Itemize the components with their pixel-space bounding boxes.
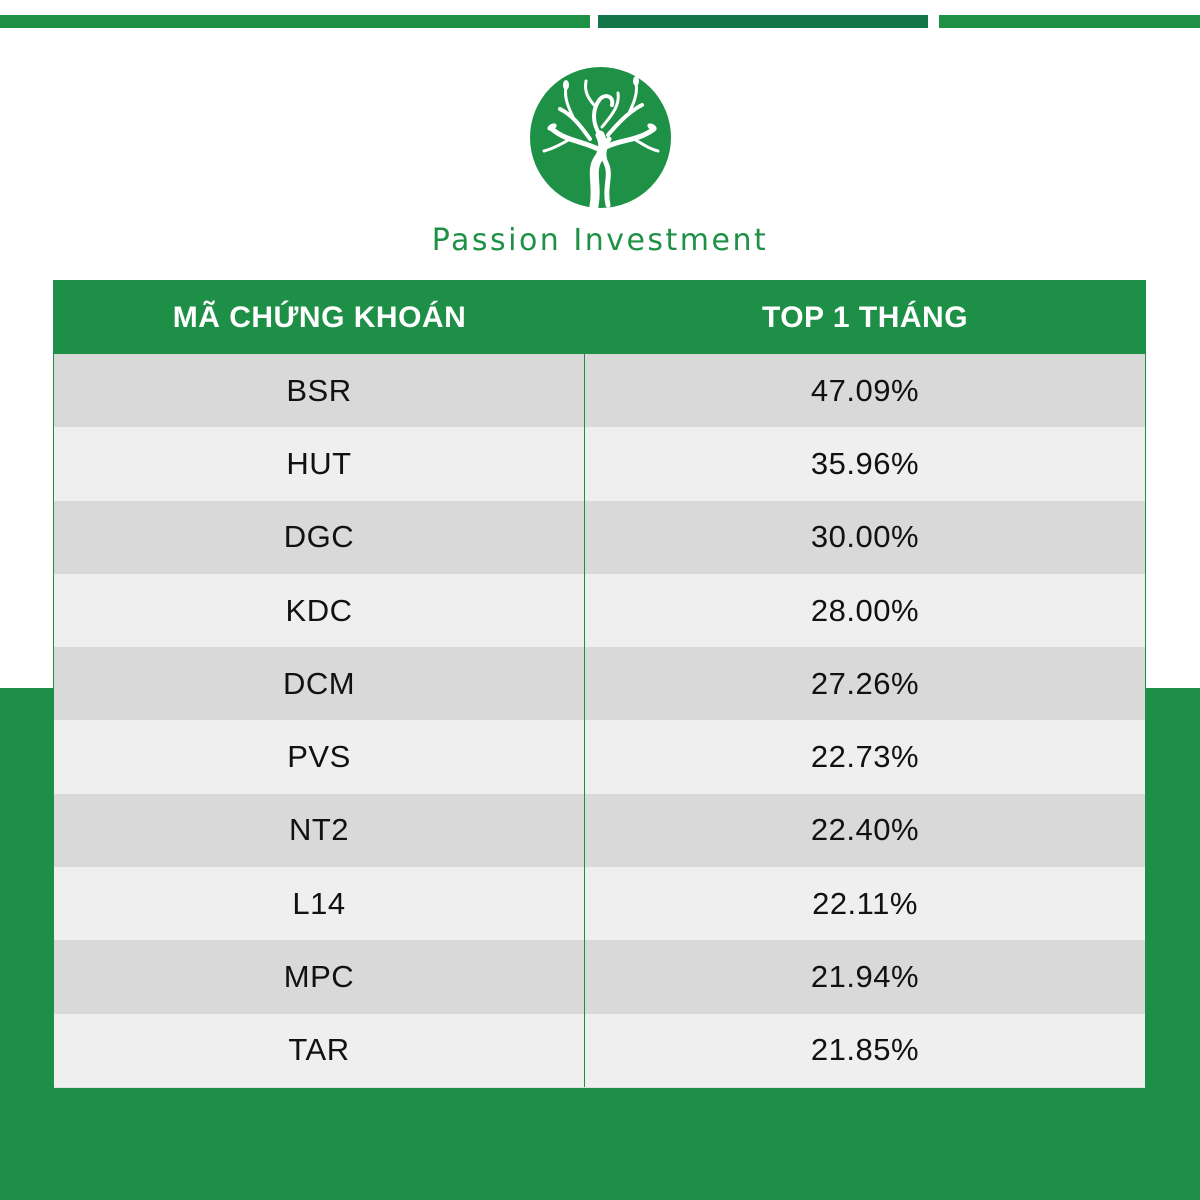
- table-row: KDC 28.00%: [54, 573, 1145, 648]
- stock-return: 21.85%: [810, 1032, 920, 1068]
- stock-return: 22.40%: [810, 812, 920, 848]
- table-row: L14 22.11%: [54, 867, 1145, 941]
- stock-return: 47.09%: [810, 372, 920, 408]
- table-row: MPC 21.94%: [54, 940, 1145, 1014]
- table-row: HUT 35.96%: [54, 427, 1145, 501]
- stock-return: 28.00%: [810, 592, 920, 628]
- table-row: PVS 22.73%: [54, 720, 1145, 794]
- stock-code: PVS: [54, 720, 585, 794]
- header-top-1-month: TOP 1 THÁNG: [761, 300, 969, 334]
- top-bar-middle: [598, 15, 928, 28]
- stock-return: 22.73%: [810, 739, 920, 775]
- stock-return: 30.00%: [810, 519, 920, 555]
- stock-return: 35.96%: [810, 445, 920, 481]
- table-row: TAR 21.85%: [54, 1013, 1145, 1087]
- stock-code: KDC: [54, 573, 585, 648]
- stock-table: MÃ CHỨNG KHOÁN TOP 1 THÁNG BSR 47.09% HU…: [53, 280, 1146, 1089]
- table-header: MÃ CHỨNG KHOÁN TOP 1 THÁNG: [54, 281, 1145, 354]
- table-row: BSR 47.09%: [54, 354, 1145, 428]
- table-row: DGC 30.00%: [54, 500, 1145, 574]
- table-row: NT2 22.40%: [54, 793, 1145, 868]
- stock-code: DGC: [54, 500, 585, 574]
- top-bar-right: [939, 15, 1200, 28]
- stock-code: HUT: [54, 427, 585, 501]
- stock-code: TAR: [54, 1013, 585, 1087]
- top-bar-left: [0, 15, 590, 28]
- stock-return: 22.11%: [812, 885, 918, 921]
- stock-code: L14: [54, 867, 585, 941]
- stock-code: DCM: [54, 647, 585, 721]
- stock-code: MPC: [54, 940, 585, 1014]
- table-row: DCM 27.26%: [54, 647, 1145, 721]
- top-decorative-bars: [0, 15, 1200, 28]
- stock-return: 27.26%: [810, 665, 920, 701]
- brand-name: Passion Investment: [431, 223, 769, 258]
- tree-logo-icon: [530, 67, 671, 211]
- stock-code: BSR: [54, 354, 585, 428]
- header-stock-code: MÃ CHỨNG KHOÁN: [172, 300, 467, 334]
- stock-code: NT2: [54, 793, 585, 868]
- stock-return: 21.94%: [810, 959, 920, 995]
